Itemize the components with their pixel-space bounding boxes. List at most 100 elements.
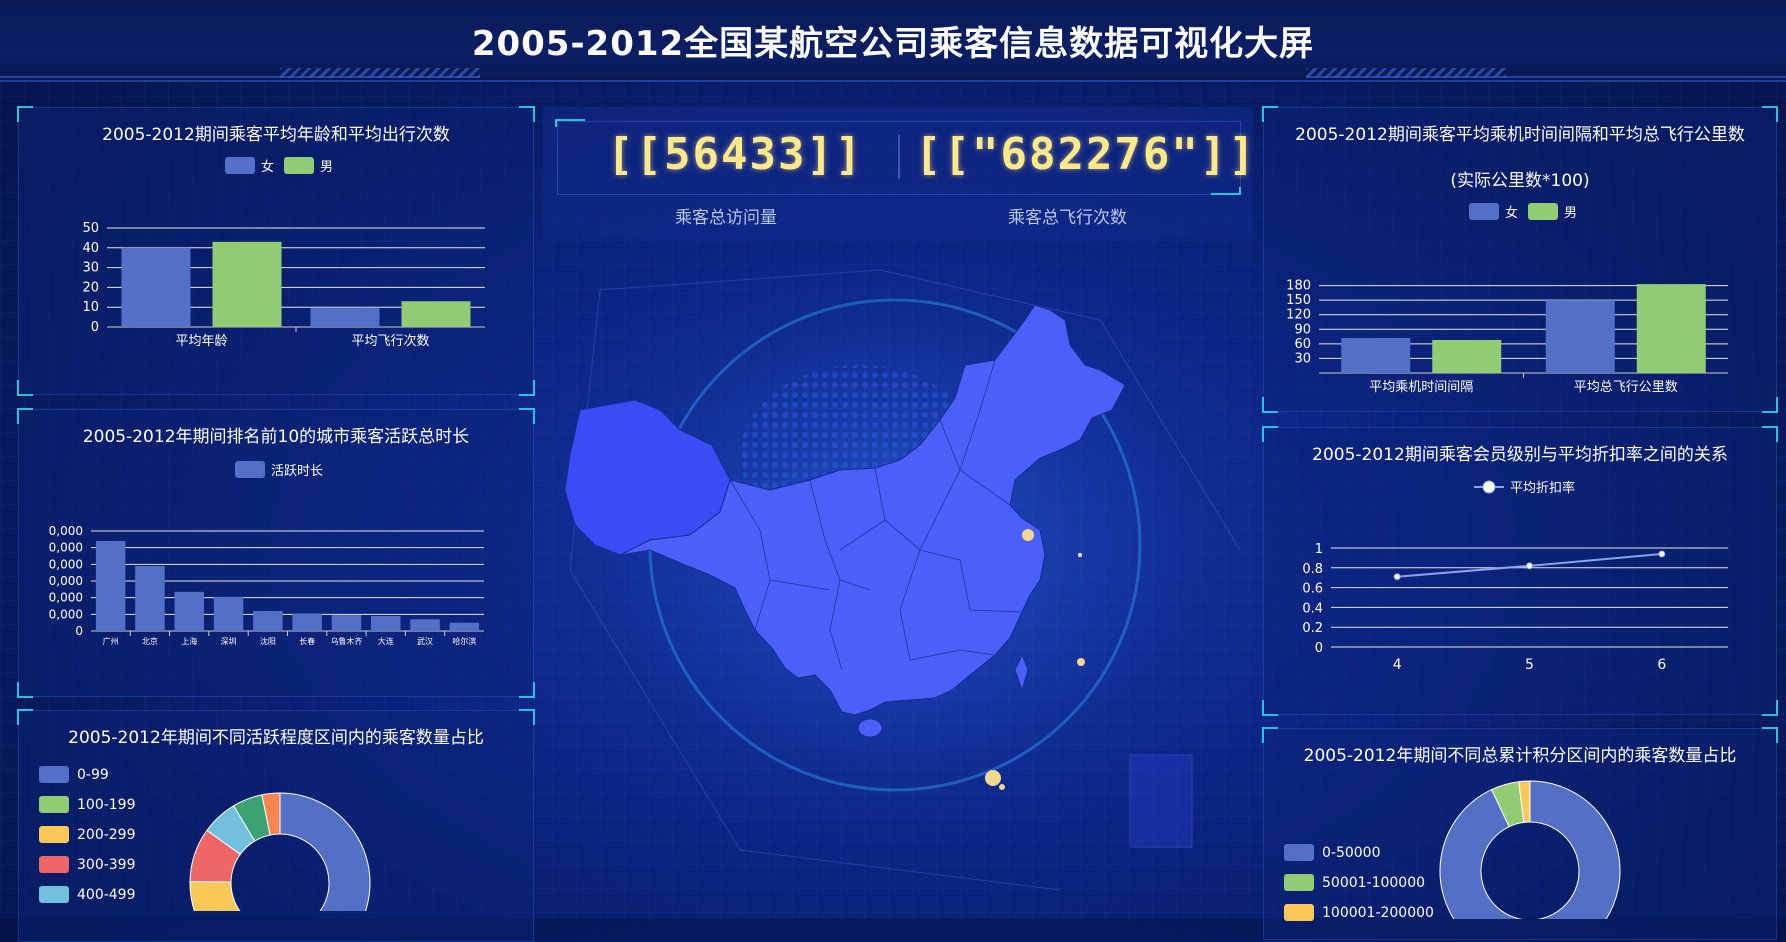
y-tick-label: 0,000 — [49, 574, 83, 588]
bar — [449, 622, 480, 631]
city-marker[interactable] — [1077, 658, 1085, 666]
panel-interval-distance: 2005-2012期间乘客平均乘机时间间隔和平均总飞行公里数 (实际公里数*10… — [1262, 106, 1778, 413]
pie-slice — [1518, 780, 1531, 823]
legend-item-female[interactable]: 女 — [225, 156, 274, 175]
city-marker[interactable] — [1078, 553, 1082, 557]
chart-title: 2005-2012期间乘客会员级别与平均折扣率之间的关系 — [1312, 445, 1728, 465]
bar — [1545, 300, 1615, 373]
y-tick-label: 0.6 — [1302, 582, 1323, 597]
y-tick-label: 0 — [75, 624, 83, 638]
x-tick-label: 北京 — [142, 636, 158, 646]
chart-title: 2005-2012年期间排名前10的城市乘客活跃总时长 — [82, 427, 470, 447]
chart-legend: 女 男 — [1469, 202, 1587, 221]
y-tick-label: 180 — [1286, 279, 1311, 294]
legend-label: 100001-200000 — [1322, 904, 1434, 921]
legend-item[interactable]: 100001-200000 — [1284, 904, 1434, 921]
legend-item[interactable]: 50001-100000 — [1284, 874, 1425, 891]
region-taiwan[interactable] — [1014, 653, 1029, 692]
activity-share-donut — [189, 792, 371, 911]
bar — [371, 616, 401, 631]
bar — [331, 615, 362, 631]
city-marker[interactable] — [985, 770, 1001, 786]
x-tick-label: 大连 — [378, 636, 394, 646]
counter-divider — [898, 135, 900, 179]
panel-activity-share: 2005-2012年期间不同活跃程度区间内的乘客数量占比 0-99 100-199… — [17, 709, 535, 942]
chart-legend: 女 男 — [225, 156, 343, 175]
header-decoration — [1306, 68, 1506, 78]
china-map — [564, 250, 1241, 891]
legend-swatch — [39, 856, 69, 873]
y-tick-label: 20 — [82, 280, 99, 295]
legend-item-male[interactable]: 男 — [1528, 202, 1577, 221]
legend-swatch — [39, 886, 69, 903]
legend-item-female[interactable]: 女 — [1469, 202, 1518, 221]
visits-counter: [[56433]] — [607, 129, 864, 180]
panel-level-discount: 2005-2012期间乘客会员级别与平均折扣率之间的关系 平均折扣率 0 0.2 0… — [1262, 426, 1778, 716]
header-divider — [0, 76, 480, 78]
x-tick-label: 5 — [1525, 657, 1534, 673]
chart-title: 2005-2012年期间不同总累计积分区间内的乘客数量占比 — [1303, 746, 1737, 766]
bar — [1636, 284, 1706, 373]
legend-swatch — [39, 796, 69, 813]
legend-item[interactable]: 200-299 — [39, 826, 136, 843]
legend-item[interactable]: 100-199 — [39, 796, 136, 813]
y-tick-label: 0,000 — [49, 607, 83, 621]
y-tick-label: 0.2 — [1302, 621, 1323, 636]
bar — [121, 247, 191, 327]
bar — [292, 613, 322, 631]
header-decoration — [280, 68, 480, 78]
age-trips-chart: 0 10 20 30 40 50 平均年龄 平均飞行次数 — [82, 221, 485, 349]
pie-slice — [279, 792, 371, 911]
region-hainan[interactable] — [857, 718, 883, 738]
y-tick-label: 30 — [82, 261, 99, 276]
chart-title: 2005-2012年期间不同活跃程度区间内的乘客数量占比 — [68, 728, 484, 748]
legend-item-male[interactable]: 男 — [284, 156, 333, 175]
flights-label: 乘客总飞行次数 — [1008, 208, 1127, 228]
city-marker[interactable] — [999, 784, 1005, 790]
bar — [410, 619, 440, 631]
x-tick-label: 平均总飞行公里数 — [1574, 380, 1678, 395]
x-tick-label: 沈阳 — [260, 636, 276, 646]
legend-item-discount[interactable]: 平均折扣率 — [1474, 477, 1575, 496]
legend-label: 300-399 — [77, 856, 136, 873]
legend-label: 100-199 — [77, 796, 136, 813]
header-divider — [1306, 76, 1786, 78]
counter-frame — [557, 121, 1241, 195]
legend-item[interactable]: 0-99 — [39, 766, 109, 783]
city-marker[interactable] — [1022, 529, 1034, 541]
panel-city-active: 2005-2012年期间排名前10的城市乘客活跃总时长 活跃时长 0 0,000 0… — [17, 408, 535, 698]
legend-swatch — [39, 766, 69, 783]
y-tick-label: 0 — [91, 320, 99, 335]
page-title: 2005-2012全国某航空公司乘客信息数据可视化大屏 — [471, 24, 1315, 64]
legend-item[interactable]: 400-499 — [39, 886, 136, 903]
data-point — [1658, 550, 1666, 558]
y-tick-label: 150 — [1286, 293, 1311, 308]
level-discount-chart: 0 0.2 0.4 0.6 0.8 1 4 5 6 — [1302, 542, 1728, 673]
legend-item[interactable]: 300-399 — [39, 856, 136, 873]
x-tick-label: 平均年龄 — [175, 334, 227, 349]
chart-title: 2005-2012期间乘客平均乘机时间间隔和平均总飞行公里数 — [1295, 125, 1745, 145]
y-tick-label: 60 — [1294, 337, 1311, 352]
y-tick-label: 30 — [1294, 351, 1311, 366]
region-mainland[interactable] — [619, 304, 1126, 716]
counter-panel: [[56433]] [["682276"]] 乘客总访问量 乘客总飞行次数 — [543, 107, 1255, 239]
x-tick-label: 哈尔滨 — [452, 636, 476, 646]
y-tick-label: 0,000 — [49, 591, 83, 605]
x-tick-label: 深圳 — [221, 636, 237, 646]
x-tick-label: 上海 — [181, 636, 197, 646]
points-share-donut — [1439, 780, 1621, 919]
x-tick-label: 6 — [1657, 657, 1666, 673]
data-point — [1526, 562, 1533, 570]
legend-item-active-duration[interactable]: 活跃时长 — [235, 460, 323, 479]
bar — [401, 301, 471, 327]
y-tick-label: 0,000 — [49, 541, 83, 555]
pie-slice — [1439, 780, 1621, 919]
y-tick-label: 0 — [1315, 641, 1323, 656]
chart-title: 2005-2012期间乘客平均年龄和平均出行次数 — [102, 125, 450, 145]
x-tick-label: 武汉 — [417, 636, 433, 646]
y-tick-label: 90 — [1294, 322, 1311, 337]
legend-item[interactable]: 0-50000 — [1284, 844, 1381, 861]
visits-label: 乘客总访问量 — [675, 208, 777, 228]
data-point — [1393, 573, 1401, 581]
